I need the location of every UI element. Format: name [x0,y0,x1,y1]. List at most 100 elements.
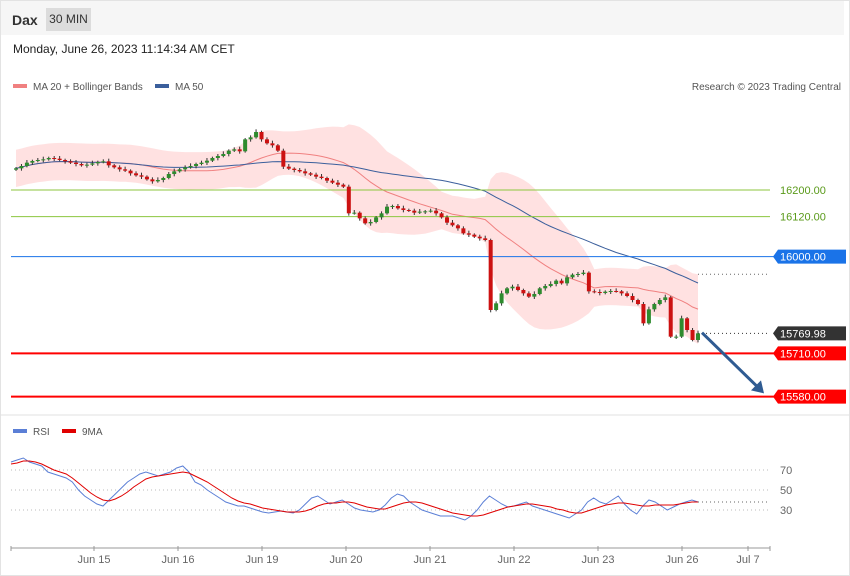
candle-body [483,238,488,240]
rsi-line [10,457,699,521]
time-axis: Jun 15 Jun 16 Jun 19 Jun 20 Jun 21 Jun 22 Jun … [10,546,771,566]
candle-body [204,160,209,163]
candle-body [112,165,117,168]
candle-body [390,206,395,207]
candle-body [281,150,286,167]
candle-body [123,169,128,171]
candle-body [172,171,177,174]
candle-body [592,291,597,293]
candle-body [537,288,542,294]
candle-body [679,318,684,337]
candle-body [183,167,188,170]
candle-body [52,158,57,159]
candle-body [226,150,231,154]
candle-body [472,234,477,237]
candle-body [374,217,379,222]
candle-body [324,178,329,181]
price-levels [11,189,846,398]
candle-body [330,180,335,183]
last-level-tag [773,326,846,341]
candle-body [625,293,630,296]
forecast-arrow-shaft [700,331,760,389]
candle-body [270,143,275,146]
time-tick-label: Jun 15 [77,554,110,566]
candle-body [417,211,422,213]
candle-body [494,303,499,310]
support-level-label: 15580.00 [780,392,826,404]
ma50-legend-swatch [155,84,169,88]
price-legend: MA 20 + Bollinger Bands MA 50 Research ©… [13,82,841,93]
ma50-legend-label: MA 50 [175,82,204,93]
candle-body [90,163,95,165]
candle-body [128,170,133,174]
rsi-legend-swatch [13,429,27,433]
candle-body [19,166,24,169]
last-level-label: 15769.98 [780,328,826,340]
candle-body [57,158,62,160]
candle-body [101,161,106,163]
candle-body [614,291,619,292]
candle-body [466,233,471,235]
time-tick-label: Jun 23 [581,554,614,566]
pivot-level-tag [773,249,846,264]
candle-body [319,176,324,178]
candle-body [406,210,411,211]
candle-body [646,309,651,324]
bollinger-bands [15,124,699,344]
rsi-legend: RSI 9MA [13,427,103,438]
candle-body [177,169,182,172]
rsi-legend-label: RSI [33,427,50,438]
timeframe-button[interactable]: 30 MIN [46,8,91,31]
time-tick-label: Jun 19 [245,554,278,566]
candle-body [292,168,297,170]
candle-body [619,291,624,294]
candle-body [395,206,400,209]
candle-body [455,225,460,229]
candle-body [559,280,564,284]
candle-body [635,300,640,304]
candle-body [30,161,35,163]
candle-body [652,304,657,310]
ma20-legend-swatch [13,84,27,88]
candle-body [341,184,346,187]
candle-body [117,167,122,170]
candle-body [368,222,373,224]
time-tick-label: Jun 26 [665,554,698,566]
resistance-level-label: 16200.00 [780,185,826,197]
candle-body [74,162,79,164]
candle-body [41,159,46,161]
level-labels: 16200.00 16120.00 16000.00 15769.98 15710.00… [773,185,846,404]
rsi-ma-legend-swatch [62,429,76,433]
candle-body [139,175,144,177]
candle-body [346,186,351,214]
time-tick-label: Jun 16 [161,554,194,566]
candle-body [690,330,695,340]
rsi-ma-line [10,460,698,517]
candle-body [84,164,89,166]
candle-body [308,173,313,175]
candle-body [215,156,220,158]
candle-body [63,160,68,162]
candle-body [254,132,259,138]
research-credit: Research © 2023 Trading Central [692,82,841,93]
candle-body [46,158,51,160]
candle-body [608,291,613,292]
candle-body [24,162,29,166]
candle-body [521,290,526,294]
candle-body [477,236,482,239]
candle-body [68,161,73,163]
candle-body [357,212,362,219]
candle-body [243,139,248,152]
candle-body [188,166,193,168]
candle-body [232,149,237,151]
candle-body [674,336,679,338]
candle-body [385,206,390,214]
candle-body [248,137,253,140]
candlestick-series [14,129,700,343]
support-level-tag [773,346,846,361]
rsi-tick-label: 50 [780,485,792,497]
pivot-level-label: 16000.00 [780,252,826,264]
candle-body [488,240,493,310]
rsi-pane: 70 50 30 [10,457,792,521]
